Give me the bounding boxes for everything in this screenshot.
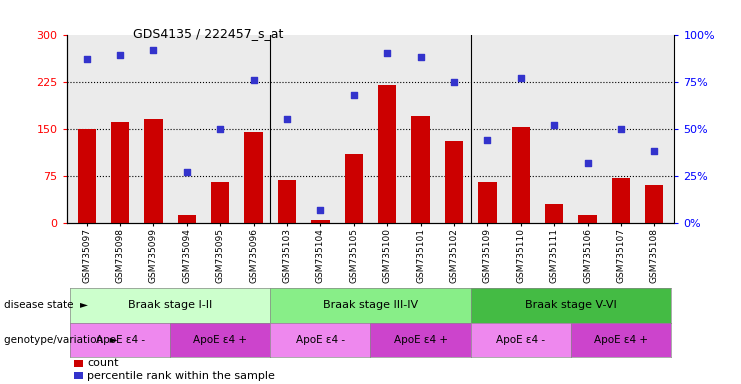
Bar [211, 182, 230, 223]
Point [147, 46, 159, 53]
Point [314, 207, 326, 213]
Point [448, 79, 460, 85]
Text: ApoE ε4 -: ApoE ε4 - [96, 335, 144, 345]
Point [548, 122, 560, 128]
Bar [578, 215, 597, 223]
Bar [278, 180, 296, 223]
Point [648, 148, 660, 154]
Text: ApoE ε4 +: ApoE ε4 + [594, 335, 648, 345]
Bar [378, 85, 396, 223]
Text: ApoE ε4 +: ApoE ε4 + [393, 335, 448, 345]
FancyBboxPatch shape [71, 358, 86, 369]
Bar [345, 154, 363, 223]
Text: genotype/variation  ►: genotype/variation ► [4, 335, 117, 345]
Bar [144, 119, 163, 223]
Point [348, 92, 359, 98]
Text: count: count [87, 359, 119, 369]
Bar [612, 177, 630, 223]
Bar [511, 127, 530, 223]
Point [582, 159, 594, 166]
Text: Braak stage III-IV: Braak stage III-IV [323, 300, 418, 310]
Text: ApoE ε4 -: ApoE ε4 - [296, 335, 345, 345]
Point [247, 77, 259, 83]
Bar [111, 122, 129, 223]
Bar [478, 182, 496, 223]
Point [615, 126, 627, 132]
Point [214, 126, 226, 132]
Text: Braak stage V-VI: Braak stage V-VI [525, 300, 617, 310]
Bar [245, 132, 263, 223]
Point [415, 54, 427, 60]
Bar [445, 141, 463, 223]
Point [482, 137, 494, 143]
Text: ApoE ε4 -: ApoE ε4 - [496, 335, 545, 345]
Bar [178, 215, 196, 223]
Point [181, 169, 193, 175]
Bar [411, 116, 430, 223]
Text: disease state  ►: disease state ► [4, 300, 87, 310]
Point [382, 50, 393, 56]
Point [515, 75, 527, 81]
Text: percentile rank within the sample: percentile rank within the sample [87, 371, 276, 381]
Bar [78, 129, 96, 223]
Bar [311, 220, 330, 223]
Text: ApoE ε4 +: ApoE ε4 + [193, 335, 247, 345]
Point [281, 116, 293, 122]
Point [81, 56, 93, 62]
Point [114, 52, 126, 58]
Text: Braak stage I-II: Braak stage I-II [128, 300, 213, 310]
FancyBboxPatch shape [71, 370, 86, 381]
Text: GDS4135 / 222457_s_at: GDS4135 / 222457_s_at [133, 27, 284, 40]
Bar [645, 185, 663, 223]
Bar [545, 204, 563, 223]
